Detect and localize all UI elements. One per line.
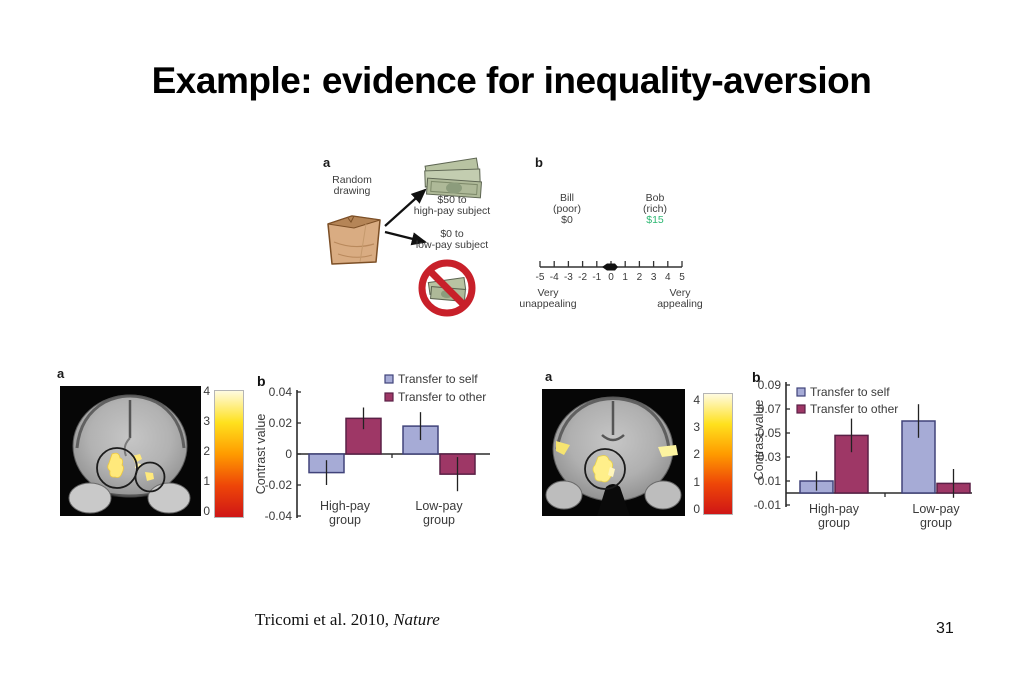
- slide-title: Example: evidence for inequality-aversio…: [151, 60, 872, 101]
- colorbar-tick-label: 2: [693, 447, 700, 462]
- scale-right-label: Very appealing: [657, 287, 703, 310]
- page-number: 31: [936, 620, 954, 637]
- colorbar-tick-label: 4: [693, 393, 700, 407]
- colorbar-tick-label: 0: [693, 501, 700, 516]
- svg-text:-1: -1: [592, 272, 601, 283]
- svg-text:Contrast value: Contrast value: [752, 400, 766, 481]
- svg-text:0: 0: [285, 447, 292, 461]
- svg-text:3: 3: [651, 272, 657, 283]
- panel-a-label: a: [323, 155, 331, 170]
- svg-text:2: 2: [637, 272, 643, 283]
- panel-b-label: b: [535, 155, 543, 170]
- citation-text: Tricomi et al. 2010,: [255, 610, 394, 629]
- bob-player-card: Bob (rich) $15: [634, 193, 676, 226]
- svg-text:Transfer to other: Transfer to other: [810, 402, 898, 416]
- citation-journal: Nature: [393, 610, 440, 629]
- bill-amount: $0: [561, 214, 573, 226]
- colorbar-tick-label: 1: [693, 474, 700, 489]
- money-icon: [424, 157, 483, 199]
- svg-text:-0.04: -0.04: [265, 509, 293, 523]
- brain-mri-coronal-right: [542, 389, 685, 516]
- svg-text:Contrast value: Contrast value: [254, 414, 268, 495]
- bob-status: (rich): [643, 203, 667, 215]
- svg-text:-2: -2: [578, 272, 587, 283]
- svg-text:-3: -3: [564, 272, 573, 283]
- drawing-outcome-arrows: [384, 188, 428, 246]
- bill-name: Bill: [559, 192, 574, 204]
- activation-colorbar-left: [214, 390, 244, 518]
- paper-bag-icon: [327, 215, 381, 265]
- svg-text:0: 0: [608, 272, 614, 283]
- bob-name: Bob: [645, 192, 665, 204]
- scale-left-label: Very unappealing: [519, 287, 577, 310]
- svg-text:1: 1: [622, 272, 628, 283]
- svg-text:b: b: [752, 369, 761, 385]
- svg-text:Transfer to self: Transfer to self: [398, 372, 478, 386]
- colorbar-tick-label: 2: [203, 444, 210, 458]
- contrast-value-bar-chart-right: 0.09 0.07 0.05 0.03 0.01 -0.01 Transfer to sel…: [752, 369, 972, 530]
- colorbar-ticks-right: 4 3 2 1 0: [687, 0, 700, 682]
- svg-text:0.03: 0.03: [758, 450, 782, 464]
- colorbar-tick-label: 3: [203, 414, 210, 428]
- bill-player-card: Bill (poor) $0: [546, 193, 588, 226]
- colorbar-tick-label: 4: [203, 384, 210, 398]
- svg-text:-5: -5: [536, 272, 545, 283]
- svg-text:4: 4: [665, 272, 671, 283]
- low-pay-caption: $0 to low-pay subject: [415, 228, 489, 251]
- svg-text:-0.02: -0.02: [265, 478, 293, 492]
- appeal-rating-scale: -5 -4 -3 -2 -1 0 1 2 3 4 5: [536, 261, 685, 283]
- activation-colorbar-right: [703, 393, 733, 515]
- svg-text:0.07: 0.07: [758, 402, 782, 416]
- svg-text:-0.01: -0.01: [754, 498, 782, 512]
- svg-text:b: b: [257, 373, 266, 389]
- svg-text:5: 5: [679, 272, 685, 283]
- colorbar-tick-label: 1: [203, 474, 210, 488]
- citation: Tricomi et al. 2010, Nature: [255, 610, 440, 630]
- no-money-icon: [418, 259, 476, 317]
- brain-mri-coronal-left: [60, 386, 201, 516]
- svg-text:0.04: 0.04: [269, 385, 293, 399]
- svg-text:0.01: 0.01: [758, 474, 782, 488]
- colorbar-tick-label: 3: [693, 420, 700, 435]
- panel-a-label: a: [545, 369, 553, 384]
- colorbar-tick-label: 0: [203, 504, 210, 518]
- bill-status: (poor): [552, 203, 581, 215]
- random-drawing-label: Random drawing: [332, 174, 372, 197]
- svg-text:0.09: 0.09: [758, 378, 782, 392]
- contrast-value-bar-chart-left: 0.04 0.02 0 -0.02 -0.04 Transfer to self Trans…: [254, 372, 490, 527]
- panel-a-label: a: [57, 366, 65, 381]
- svg-text:Transfer to other: Transfer to other: [398, 390, 486, 404]
- svg-text:0.02: 0.02: [269, 416, 293, 430]
- bob-amount: $15: [646, 214, 664, 226]
- svg-text:Transfer to self: Transfer to self: [810, 385, 890, 399]
- colorbar-ticks-left: 4 3 2 1 0: [197, 0, 210, 682]
- svg-text:-4: -4: [550, 272, 559, 283]
- svg-text:0.05: 0.05: [758, 426, 782, 440]
- high-pay-caption: $50 to high-pay subject: [413, 194, 491, 217]
